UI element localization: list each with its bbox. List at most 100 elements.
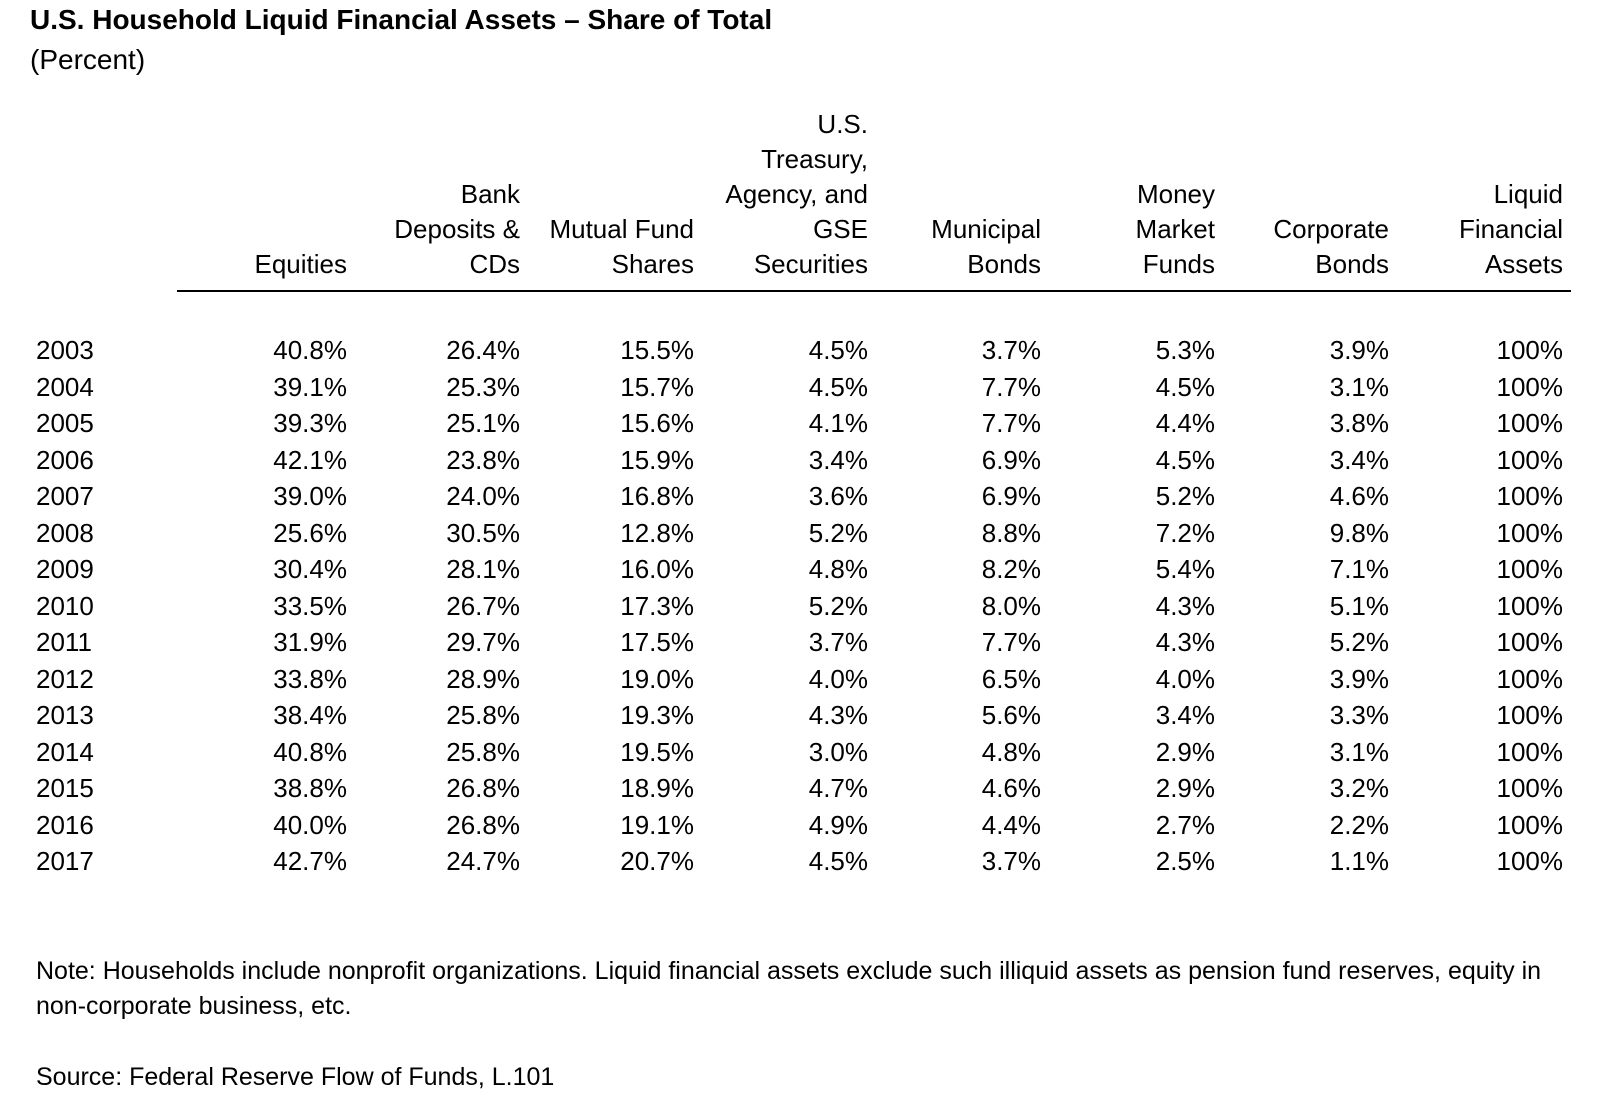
cell-equities: 38.8% bbox=[273, 773, 347, 803]
cell-equities: 39.3% bbox=[273, 408, 347, 438]
column-header-corporate: Bonds bbox=[1315, 249, 1389, 279]
header-underline bbox=[177, 290, 1571, 292]
cell-bank_deposits: 26.4% bbox=[446, 335, 520, 365]
cell-mutual_funds: 15.6% bbox=[620, 408, 694, 438]
cell-equities: 33.8% bbox=[273, 663, 347, 694]
cell-money_market: 3.4% bbox=[1155, 700, 1215, 730]
cell-treasury: 4.7% bbox=[808, 773, 868, 803]
row-year: 2007 bbox=[36, 481, 94, 511]
row-year: 2017 bbox=[36, 846, 94, 876]
cell-mutual_funds: 19.5% bbox=[620, 736, 694, 767]
cell-corporate: 4.6% bbox=[1329, 481, 1389, 511]
column-header-treasury: Treasury, bbox=[761, 144, 868, 174]
row-year: 2010 bbox=[36, 590, 94, 621]
cell-corporate: 1.1% bbox=[1329, 846, 1389, 876]
cell-bank_deposits: 29.7% bbox=[446, 627, 520, 657]
cell-equities: 40.8% bbox=[273, 335, 347, 365]
column-header-treasury: GSE bbox=[813, 214, 868, 244]
cell-corporate: 3.3% bbox=[1329, 700, 1389, 730]
cell-money_market: 2.9% bbox=[1155, 773, 1215, 803]
cell-money_market: 4.4% bbox=[1155, 408, 1215, 438]
column-header-treasury: U.S. bbox=[817, 109, 868, 139]
column-header-money_market: Market bbox=[1135, 214, 1215, 244]
cell-equities: 33.5% bbox=[273, 590, 347, 621]
row-year: 2004 bbox=[36, 371, 94, 402]
cell-total: 100% bbox=[1496, 736, 1564, 767]
cell-total: 100% bbox=[1496, 773, 1564, 803]
column-header-money_market: Money bbox=[1136, 179, 1215, 209]
cell-treasury: 5.2% bbox=[808, 590, 868, 621]
row-year: 2008 bbox=[36, 517, 94, 548]
cell-corporate: 5.1% bbox=[1329, 590, 1389, 621]
cell-municipal: 4.4% bbox=[981, 809, 1041, 840]
row-year: 2015 bbox=[36, 773, 94, 803]
cell-bank_deposits: 26.8% bbox=[446, 809, 520, 840]
table-title: U.S. Household Liquid Financial Assets –… bbox=[30, 4, 773, 35]
cell-bank_deposits: 25.3% bbox=[446, 371, 520, 402]
cell-mutual_funds: 19.0% bbox=[620, 663, 694, 694]
cell-bank_deposits: 24.7% bbox=[446, 846, 520, 876]
cell-equities: 38.4% bbox=[273, 700, 347, 730]
cell-bank_deposits: 25.1% bbox=[446, 408, 520, 438]
cell-equities: 39.0% bbox=[273, 481, 347, 511]
cell-mutual_funds: 15.5% bbox=[620, 335, 694, 365]
cell-total: 100% bbox=[1496, 846, 1564, 876]
cell-equities: 39.1% bbox=[273, 371, 347, 402]
cell-bank_deposits: 25.8% bbox=[446, 700, 520, 730]
cell-total: 100% bbox=[1496, 408, 1564, 438]
column-header-money_market: Funds bbox=[1142, 249, 1215, 279]
cell-mutual_funds: 19.3% bbox=[620, 700, 694, 730]
cell-treasury: 4.8% bbox=[808, 554, 868, 584]
cell-money_market: 4.3% bbox=[1155, 590, 1215, 621]
cell-equities: 30.4% bbox=[273, 554, 347, 584]
cell-municipal: 7.7% bbox=[981, 627, 1041, 657]
cell-equities: 42.1% bbox=[273, 444, 347, 475]
cell-treasury: 4.3% bbox=[808, 700, 868, 730]
cell-bank_deposits: 30.5% bbox=[446, 517, 520, 548]
cell-corporate: 3.4% bbox=[1329, 444, 1389, 475]
cell-treasury: 3.0% bbox=[808, 736, 868, 767]
row-year: 2016 bbox=[36, 809, 94, 840]
cell-money_market: 4.3% bbox=[1155, 627, 1215, 657]
row-year: 2012 bbox=[36, 663, 94, 694]
cell-money_market: 7.2% bbox=[1155, 517, 1215, 548]
cell-total: 100% bbox=[1496, 590, 1564, 621]
cell-municipal: 8.0% bbox=[981, 590, 1041, 621]
cell-mutual_funds: 16.0% bbox=[620, 554, 694, 584]
cell-bank_deposits: 23.8% bbox=[446, 444, 520, 475]
cell-corporate: 7.1% bbox=[1329, 554, 1389, 584]
column-header-treasury: Agency, and bbox=[725, 179, 868, 209]
table-note: Note: Households include nonprofit organ… bbox=[36, 957, 1542, 1020]
cell-corporate: 2.2% bbox=[1329, 809, 1389, 840]
cell-treasury: 5.2% bbox=[808, 517, 868, 548]
cell-treasury: 4.5% bbox=[808, 846, 868, 876]
cell-treasury: 4.5% bbox=[808, 335, 868, 365]
cell-mutual_funds: 15.7% bbox=[620, 371, 694, 402]
cell-money_market: 4.0% bbox=[1155, 663, 1215, 694]
cell-money_market: 5.4% bbox=[1155, 554, 1215, 584]
cell-total: 100% bbox=[1496, 554, 1564, 584]
cell-bank_deposits: 26.8% bbox=[446, 773, 520, 803]
cell-total: 100% bbox=[1496, 517, 1564, 548]
cell-municipal: 7.7% bbox=[981, 408, 1041, 438]
cell-municipal: 7.7% bbox=[981, 371, 1041, 402]
cell-municipal: 3.7% bbox=[981, 846, 1041, 876]
cell-municipal: 8.8% bbox=[981, 517, 1041, 548]
cell-treasury: 4.0% bbox=[808, 663, 868, 694]
cell-mutual_funds: 18.9% bbox=[620, 773, 694, 803]
cell-corporate: 3.1% bbox=[1329, 371, 1389, 402]
cell-municipal: 3.7% bbox=[981, 335, 1041, 365]
cell-total: 100% bbox=[1496, 371, 1564, 402]
cell-money_market: 4.5% bbox=[1155, 371, 1215, 402]
cell-municipal: 6.5% bbox=[981, 663, 1041, 694]
cell-municipal: 6.9% bbox=[981, 444, 1041, 475]
column-header-mutual_funds: Mutual Fund bbox=[549, 214, 694, 244]
cell-equities: 40.0% bbox=[273, 809, 347, 840]
cell-corporate: 5.2% bbox=[1329, 627, 1389, 657]
row-year: 2003 bbox=[36, 335, 94, 365]
column-header-total: Assets bbox=[1484, 249, 1563, 279]
column-header-bank_deposits: Deposits & bbox=[394, 214, 520, 244]
cell-money_market: 5.3% bbox=[1155, 335, 1215, 365]
column-header-bank_deposits: CDs bbox=[469, 249, 520, 279]
cell-money_market: 2.7% bbox=[1155, 809, 1215, 840]
